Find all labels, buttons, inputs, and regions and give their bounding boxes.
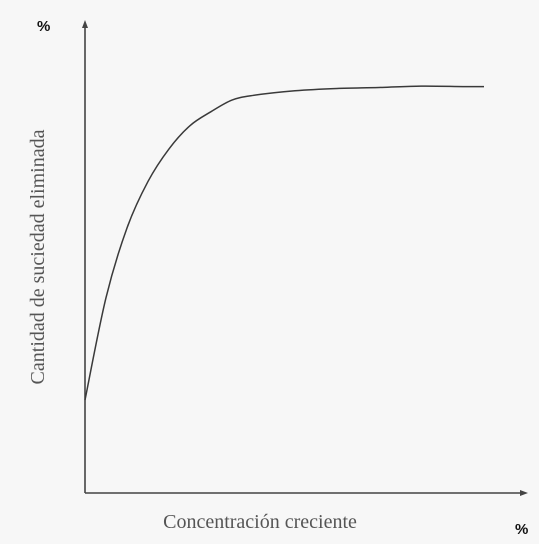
x-axis-label: Concentración creciente <box>163 511 357 533</box>
data-point <box>231 99 232 100</box>
data-point <box>105 297 106 298</box>
data-point <box>189 125 190 126</box>
y-axis-label: Cantidad de suciedad eliminada <box>27 129 49 384</box>
data-point <box>294 90 295 91</box>
data-point <box>483 86 484 87</box>
data-point <box>147 181 148 182</box>
series-points <box>84 86 484 401</box>
y-unit-marker: % <box>37 18 51 35</box>
y-axis-arrow <box>82 20 88 28</box>
data-point <box>252 95 253 96</box>
data-point <box>126 227 127 228</box>
data-point <box>210 111 211 112</box>
series-line <box>84 85 485 401</box>
data-point <box>378 87 379 88</box>
data-point <box>336 88 337 89</box>
x-unit-marker: % <box>515 521 529 538</box>
data-point <box>84 399 85 400</box>
x-axis-arrow <box>520 490 528 496</box>
data-point <box>168 148 169 149</box>
data-point <box>462 86 463 87</box>
data-point <box>420 86 421 87</box>
